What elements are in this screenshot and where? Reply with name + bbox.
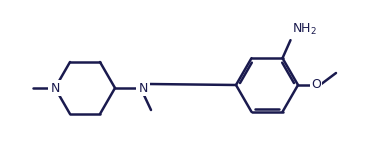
Text: N: N (138, 81, 148, 94)
Text: NH$_2$: NH$_2$ (292, 22, 317, 37)
Text: N: N (50, 81, 60, 94)
Text: O: O (311, 78, 321, 92)
